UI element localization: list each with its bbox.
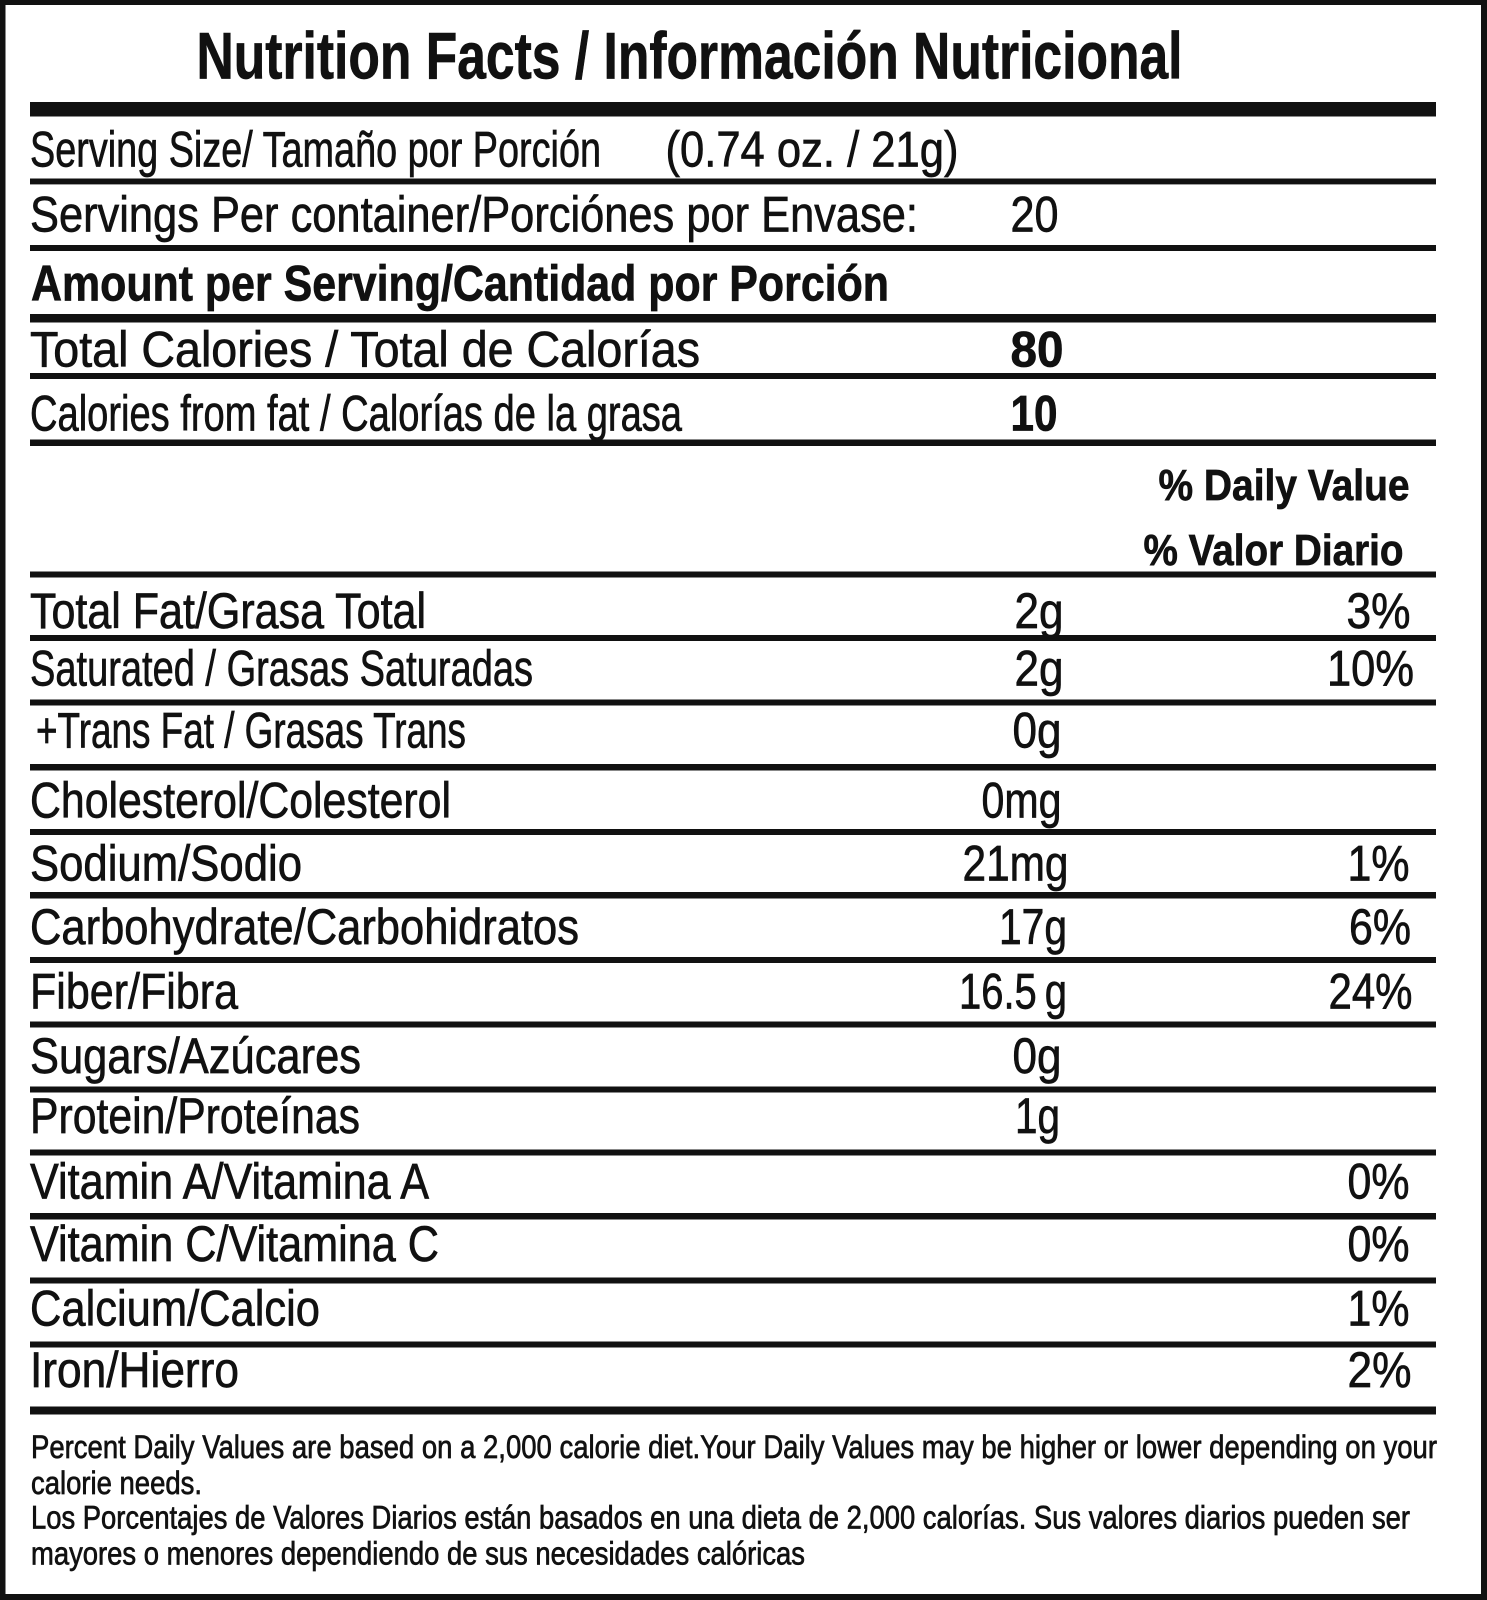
svg-text:0mg: 0mg — [982, 772, 1062, 828]
svg-text:Iron/Hierro: Iron/Hierro — [30, 1342, 239, 1398]
svg-text:80: 80 — [1011, 322, 1064, 378]
svg-text:Total Fat/Grasa Total: Total Fat/Grasa Total — [30, 583, 426, 639]
svg-text:mayores o menores dependiendo: mayores o menores dependiendo de sus nec… — [31, 1536, 805, 1572]
svg-text:3%: 3% — [1347, 583, 1411, 639]
svg-text:Fiber/Fibra: Fiber/Fibra — [30, 964, 238, 1020]
svg-text:0g: 0g — [1013, 1028, 1062, 1084]
svg-text:2g: 2g — [1015, 583, 1064, 639]
svg-text:0g: 0g — [1013, 702, 1062, 758]
svg-text:% Valor Diario: % Valor Diario — [1144, 526, 1404, 575]
svg-text:1%: 1% — [1348, 1280, 1410, 1336]
svg-text:20: 20 — [1011, 187, 1059, 243]
svg-text:(0.74 oz. / 21g): (0.74 oz. / 21g) — [666, 122, 959, 178]
svg-text:Servings Per container/Porción: Servings Per container/Porciónes por Env… — [30, 187, 918, 243]
svg-text:calorie needs.: calorie needs. — [31, 1465, 202, 1501]
svg-text:16.5 g: 16.5 g — [959, 964, 1067, 1020]
svg-text:2%: 2% — [1348, 1342, 1412, 1398]
svg-text:0%: 0% — [1348, 1216, 1410, 1272]
svg-text:Vitamin C/Vitamina C: Vitamin C/Vitamina C — [30, 1216, 439, 1272]
svg-text:17g: 17g — [999, 899, 1067, 955]
svg-text:10: 10 — [1011, 386, 1058, 442]
svg-text:Calories from fat / Calorías d: Calories from fat / Calorías de la grasa — [30, 386, 682, 442]
svg-text:Percent Daily Values are based: Percent Daily Values are based on a 2,00… — [31, 1429, 1437, 1465]
svg-text:10%: 10% — [1327, 640, 1414, 696]
svg-text:21mg: 21mg — [963, 836, 1069, 892]
svg-text:1g: 1g — [1015, 1088, 1060, 1144]
svg-text:Los Porcentajes de Valores Dia: Los Porcentajes de Valores Diarios están… — [31, 1500, 1410, 1536]
svg-text:Saturated / Grasas Saturadas: Saturated / Grasas Saturadas — [30, 640, 533, 696]
svg-text:6%: 6% — [1349, 899, 1411, 955]
svg-text:Serving Size/ Tamaño por Porci: Serving Size/ Tamaño por Porción — [30, 122, 601, 178]
svg-text:Cholesterol/Colesterol: Cholesterol/Colesterol — [30, 772, 451, 828]
svg-text:Protein/Proteínas: Protein/Proteínas — [30, 1088, 360, 1144]
svg-text:24%: 24% — [1329, 964, 1413, 1020]
svg-text:0%: 0% — [1348, 1154, 1410, 1210]
svg-text:Sodium/Sodio: Sodium/Sodio — [30, 836, 302, 892]
svg-text:Vitamin A/Vitamina A: Vitamin A/Vitamina A — [30, 1154, 430, 1210]
svg-text:1%: 1% — [1348, 836, 1410, 892]
svg-text:+Trans Fat / Grasas Trans: +Trans Fat / Grasas Trans — [36, 702, 466, 758]
svg-text:Total Calories / Total de Calo: Total Calories / Total de Calorías — [30, 322, 700, 378]
svg-text:Amount per Serving/Cantidad po: Amount per Serving/Cantidad por Porción — [31, 256, 889, 312]
svg-text:Calcium/Calcio: Calcium/Calcio — [30, 1280, 320, 1336]
svg-text:2g: 2g — [1015, 640, 1064, 696]
svg-text:Carbohydrate/Carbohidratos: Carbohydrate/Carbohidratos — [30, 899, 579, 955]
svg-text:Sugars/Azúcares: Sugars/Azúcares — [30, 1028, 361, 1084]
svg-text:Nutrition Facts / Información: Nutrition Facts / Información Nutriciona… — [197, 19, 1183, 93]
svg-text:% Daily Value: % Daily Value — [1159, 461, 1410, 510]
